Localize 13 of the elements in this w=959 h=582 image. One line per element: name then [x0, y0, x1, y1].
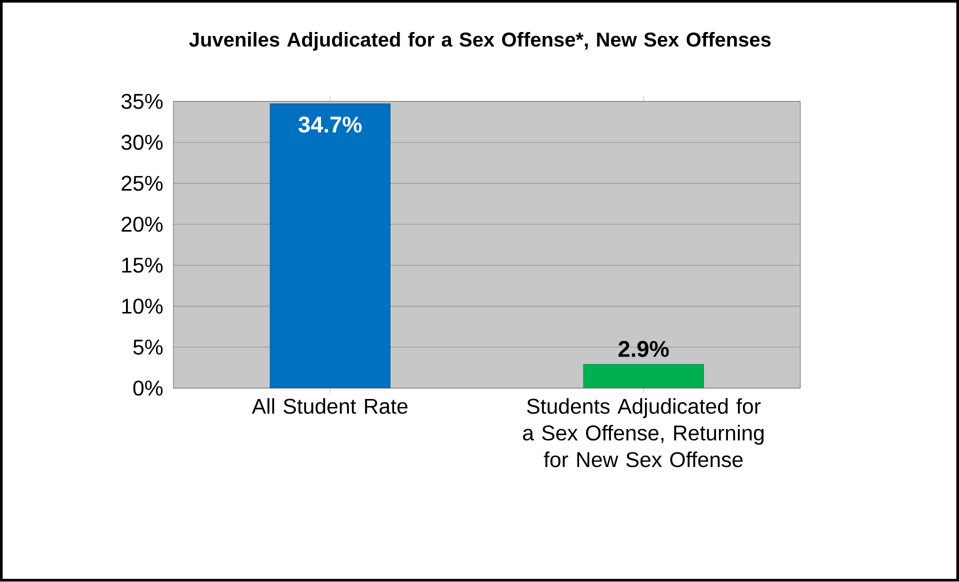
y-tick-label: 30% [121, 135, 163, 150]
x-tick-label: Students Adjudicated for a Sex Offense, Returning for New Sex Offense [523, 398, 764, 468]
y-tick-label: 20% [122, 216, 163, 232]
y-tick-label: 10% [122, 298, 163, 314]
y-tick-label: 15% [122, 258, 163, 273]
x-tick-label: All Student Rate [252, 398, 408, 414]
y-tick-label: 0% [133, 380, 163, 396]
y-tick-label: 35% [121, 94, 163, 110]
data-label: 34.7% [298, 116, 362, 133]
data-label: 2.9% [618, 341, 669, 358]
y-tick-label: 5% [133, 340, 163, 355]
chart-title: Juveniles Adjudicated for a Sex Offense*, New Sex Offenses [189, 32, 771, 51]
y-tick-label: 25% [122, 176, 163, 192]
